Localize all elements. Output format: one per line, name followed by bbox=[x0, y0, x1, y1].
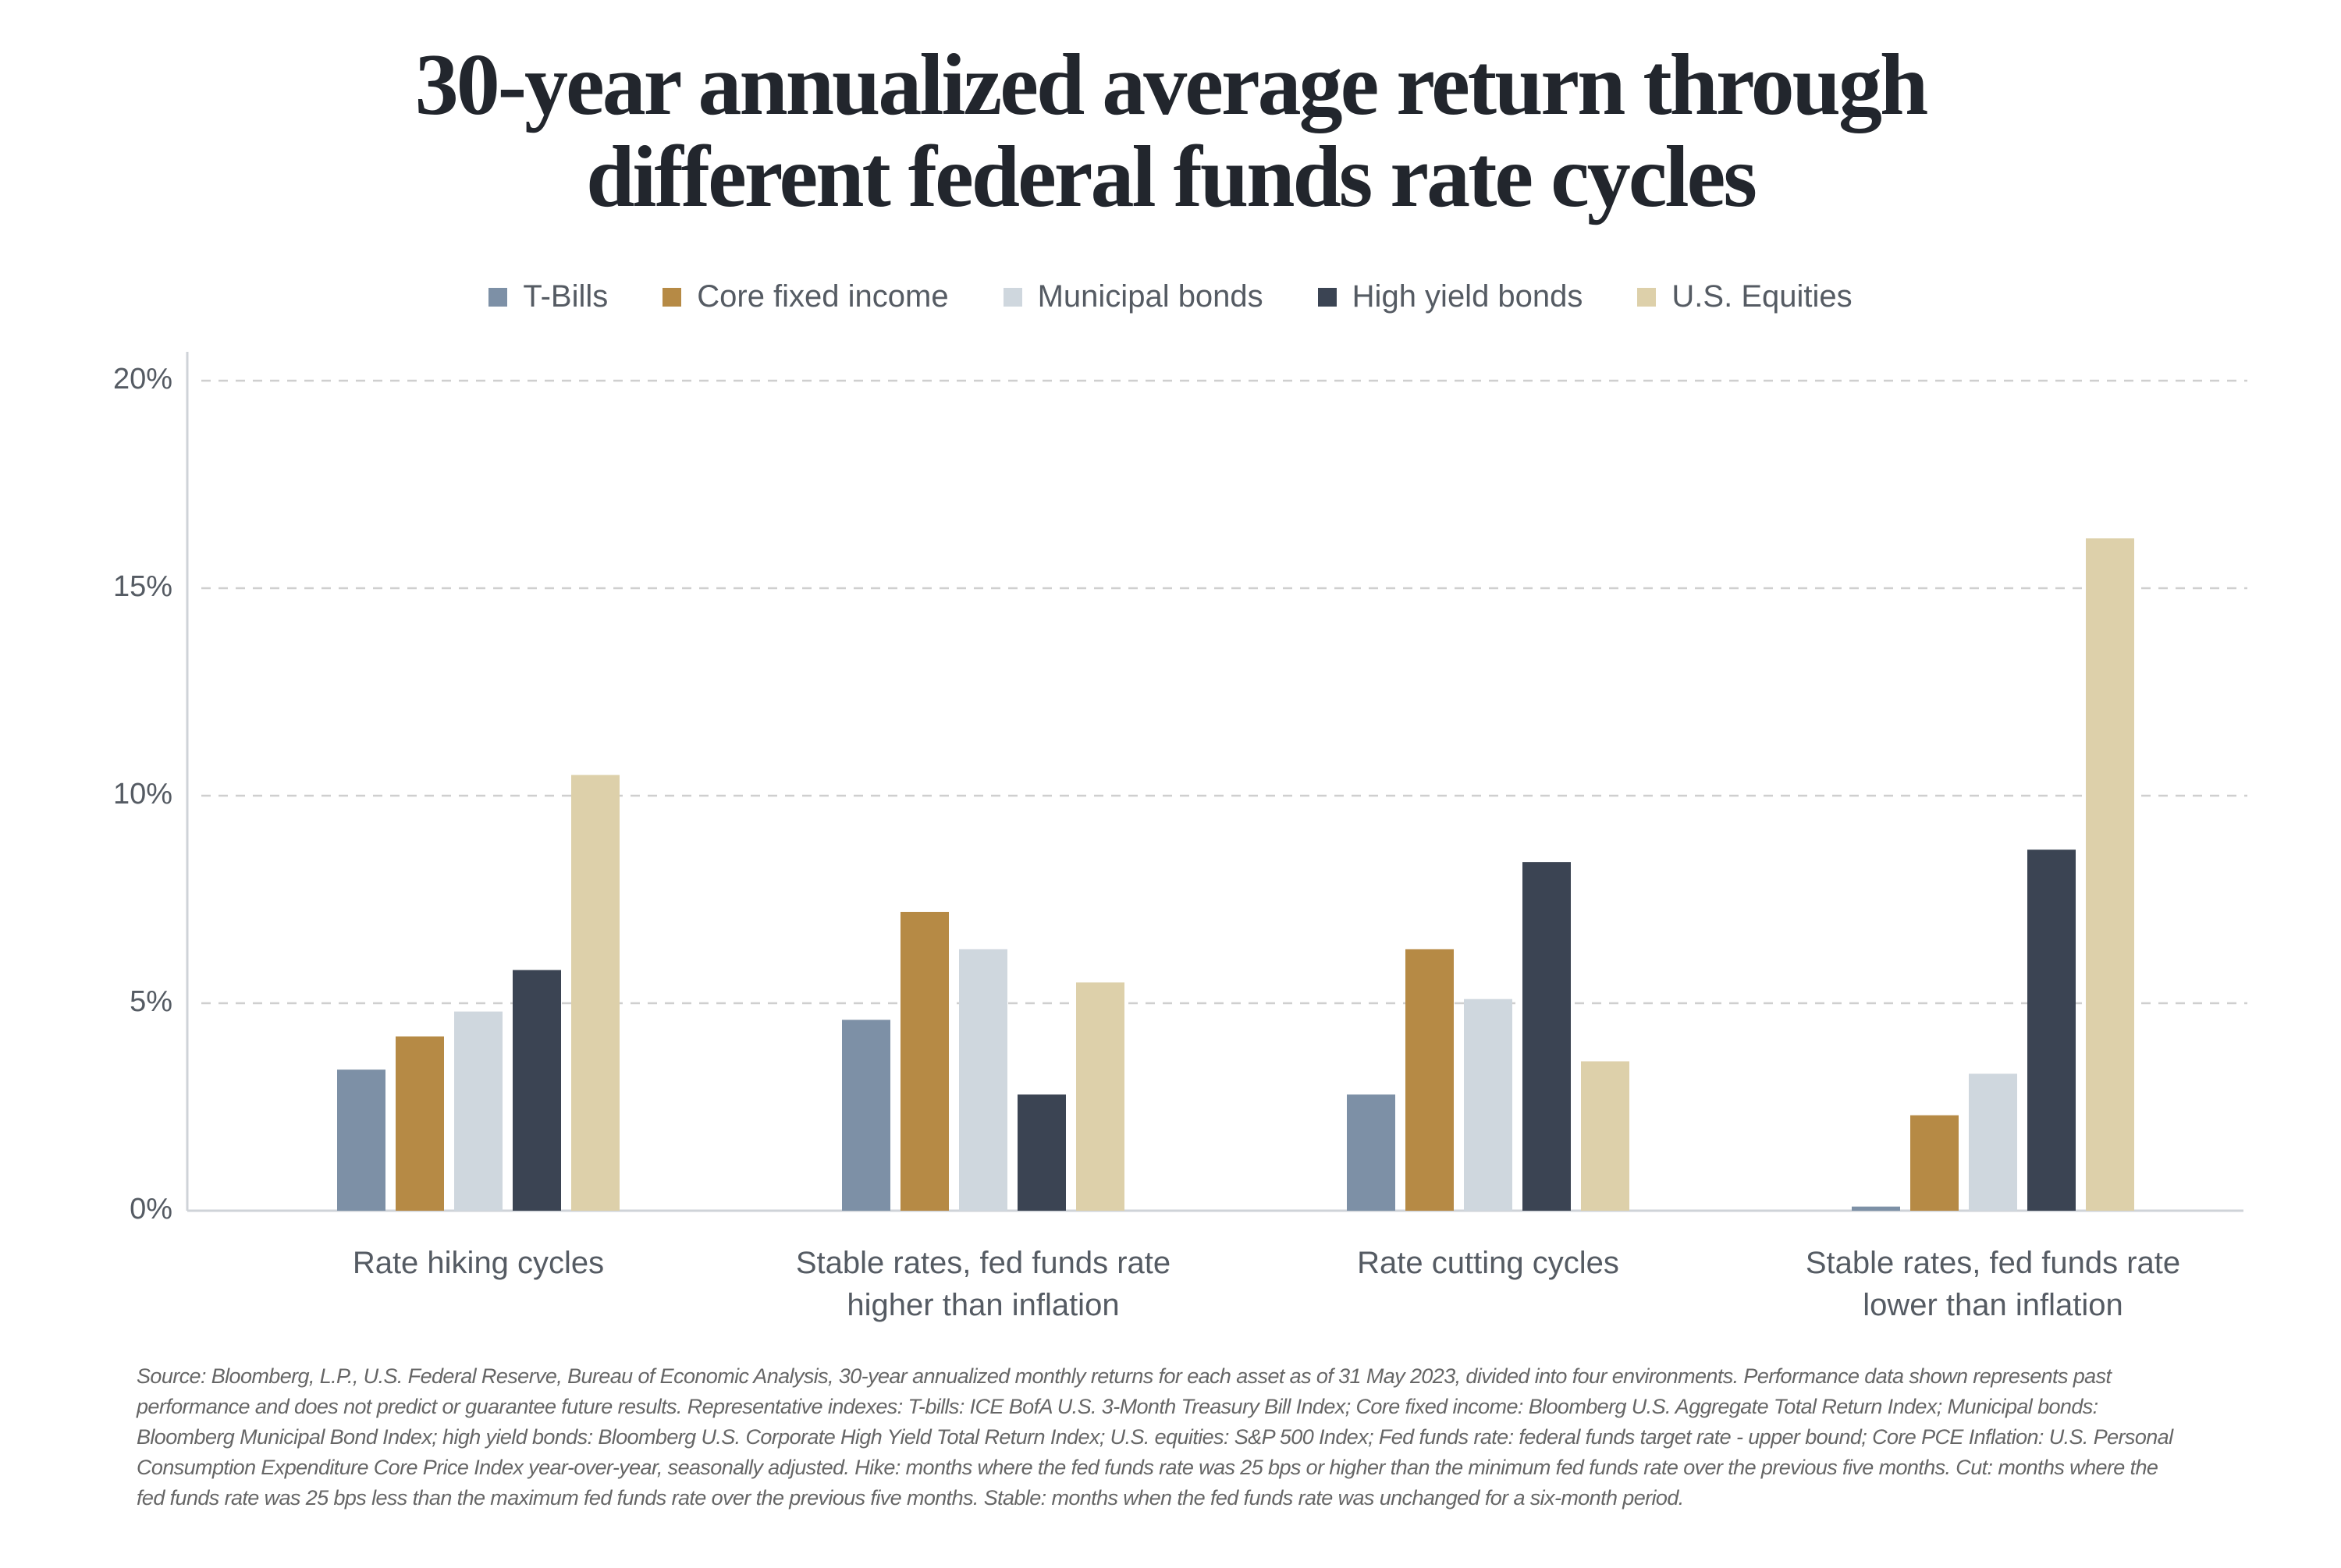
legend-item: U.S. Equities bbox=[1637, 279, 1853, 314]
bar bbox=[1018, 1094, 1066, 1211]
legend-item: High yield bonds bbox=[1317, 279, 1583, 314]
legend-label: T-Bills bbox=[523, 279, 609, 314]
x-tick-label: Stable rates, fed funds rate lower than … bbox=[1805, 1246, 2181, 1322]
chart-title: 30-year annualized average return throug… bbox=[414, 37, 1928, 225]
bar bbox=[454, 1011, 503, 1211]
bar bbox=[1852, 1206, 1900, 1211]
bar bbox=[1522, 862, 1571, 1211]
legend-label: Municipal bonds bbox=[1037, 279, 1263, 314]
bar bbox=[1969, 1073, 2017, 1211]
legend-label: Core fixed income bbox=[697, 279, 949, 314]
bar bbox=[1464, 999, 1512, 1211]
bar bbox=[842, 1020, 890, 1211]
legend-item: Core fixed income bbox=[663, 279, 949, 314]
bar bbox=[571, 775, 620, 1211]
legend-swatch bbox=[663, 287, 682, 307]
bar bbox=[1581, 1061, 1629, 1211]
legend-item: Municipal bonds bbox=[1003, 279, 1263, 314]
bar bbox=[959, 949, 1007, 1211]
legend-label: High yield bonds bbox=[1352, 279, 1583, 314]
legend-swatch bbox=[1317, 287, 1337, 307]
x-tick-label: Rate cutting cycles bbox=[1357, 1246, 1619, 1280]
bar bbox=[2086, 538, 2134, 1211]
bar bbox=[1910, 1115, 1959, 1211]
bar bbox=[396, 1036, 444, 1211]
bar bbox=[337, 1070, 385, 1211]
bar bbox=[513, 970, 561, 1211]
bar bbox=[1405, 949, 1454, 1211]
bar bbox=[2027, 850, 2076, 1211]
legend-swatch bbox=[1637, 287, 1657, 307]
legend-swatch bbox=[1003, 287, 1022, 307]
legend-item: T-Bills bbox=[488, 279, 608, 314]
legend: T-Bills Core fixed income Municipal bonds H… bbox=[0, 279, 2341, 314]
y-tick-label: 15% bbox=[113, 570, 172, 603]
x-tick-label: Rate hiking cycles bbox=[352, 1246, 605, 1280]
y-tick-label: 0% bbox=[130, 1193, 172, 1226]
y-tick-label: 20% bbox=[113, 363, 172, 396]
bar bbox=[1347, 1094, 1395, 1211]
bar bbox=[1076, 982, 1124, 1211]
y-tick-label: 5% bbox=[130, 985, 172, 1018]
legend-swatch bbox=[488, 287, 508, 307]
bar bbox=[901, 911, 949, 1211]
source-note: Source: Bloomberg, L.P., U.S. Federal Re… bbox=[137, 1364, 2173, 1509]
x-tick-label: Stable rates, fed funds rate higher than… bbox=[795, 1246, 1171, 1322]
y-tick-label: 10% bbox=[113, 778, 172, 811]
legend-label: U.S. Equities bbox=[1671, 279, 1853, 314]
